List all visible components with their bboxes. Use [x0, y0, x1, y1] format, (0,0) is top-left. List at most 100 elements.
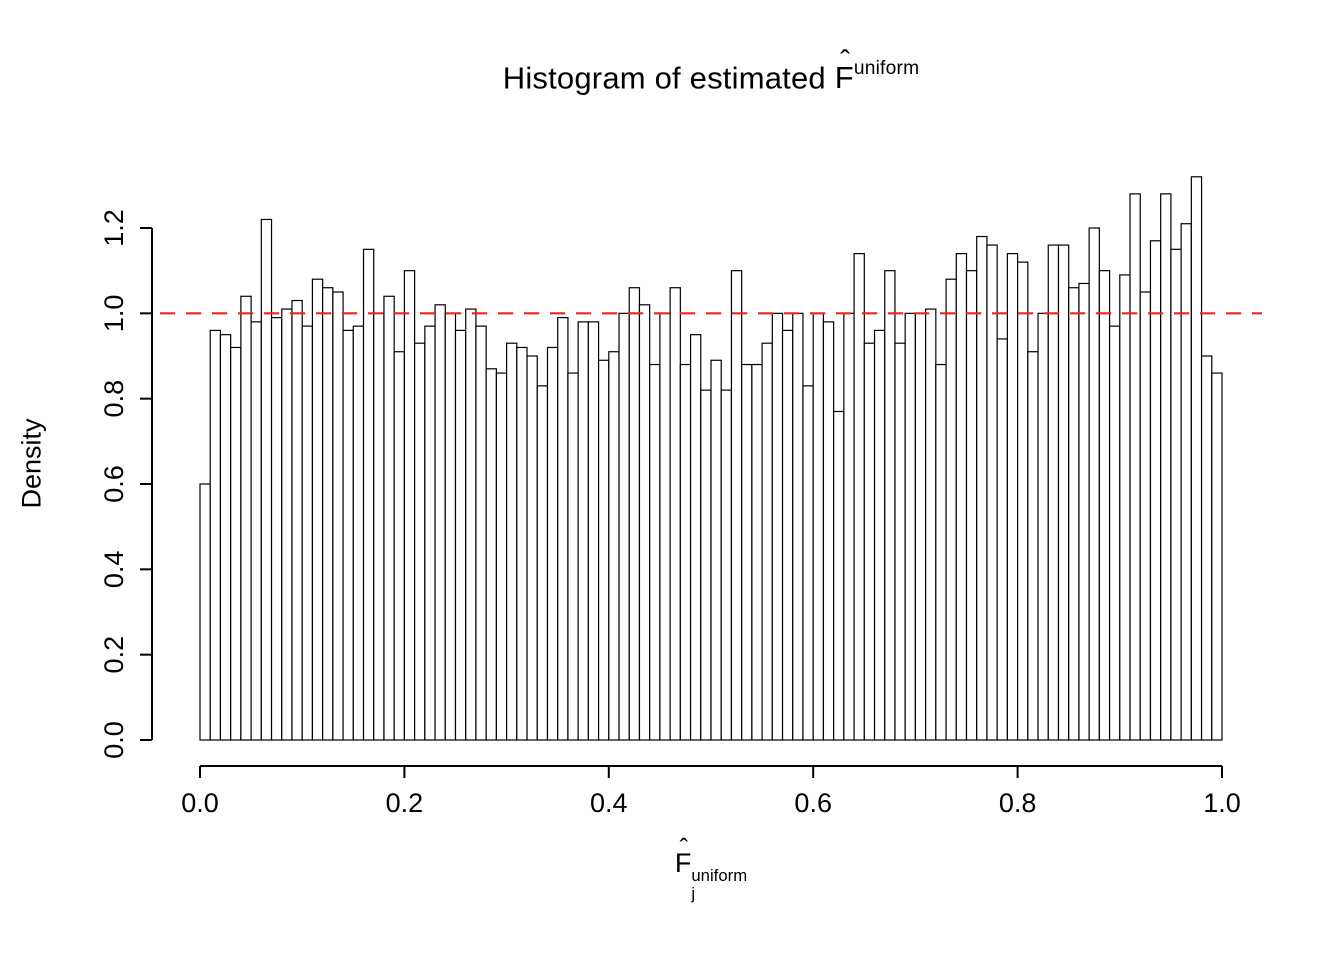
- histogram-bar: [1108, 325, 1121, 741]
- histogram-bar: [935, 363, 947, 741]
- histogram-bar: [1190, 176, 1203, 741]
- y-tick-label: 0.8: [99, 380, 129, 418]
- histogram-bar: [608, 351, 620, 741]
- histogram-bar: [904, 312, 916, 741]
- histogram-bar: [577, 321, 589, 741]
- y-tick-label: 0.4: [99, 551, 129, 589]
- histogram-bar: [894, 342, 906, 741]
- histogram-bar: [822, 321, 835, 741]
- histogram-bar: [618, 312, 630, 741]
- histogram-bar: [659, 312, 671, 741]
- x-tick-label: 0.6: [794, 788, 832, 818]
- histogram-bar: [1139, 291, 1152, 741]
- title-text: Histogram of estimated: [502, 60, 835, 96]
- y-axis-label: Density: [16, 418, 47, 509]
- histogram-bar: [863, 342, 876, 741]
- y-tick-label: 0.6: [99, 465, 129, 503]
- x-tick-label: 0.8: [999, 788, 1037, 818]
- histogram-bar: [230, 346, 242, 741]
- histogram-bar: [638, 304, 651, 741]
- histogram-bar: [414, 342, 426, 741]
- histogram-bar: [679, 363, 692, 741]
- histogram-bar: [454, 329, 467, 741]
- x-tick-label: 0.4: [590, 788, 628, 818]
- histogram-bar: [730, 270, 743, 741]
- histogram-bar: [965, 270, 978, 741]
- histogram-bar: [720, 389, 733, 741]
- histogram-bar: [873, 329, 886, 741]
- histogram-bar: [669, 287, 681, 741]
- histogram-bar: [495, 372, 508, 741]
- histogram-bar: [1078, 282, 1090, 741]
- histogram-bar: [1027, 351, 1039, 741]
- histogram-bar: [710, 359, 722, 741]
- histogram-bar: [1170, 248, 1182, 741]
- histogram-bar: [751, 363, 763, 741]
- histogram-bar: [260, 218, 273, 741]
- histogram-bar: [628, 287, 641, 741]
- histogram-bar: [833, 410, 845, 741]
- histogram-bar: [362, 248, 375, 741]
- histogram-bar: [792, 312, 804, 741]
- histogram-bar: [322, 287, 334, 741]
- histogram-bar: [342, 329, 354, 741]
- histogram-bar: [689, 334, 702, 741]
- histogram-bar: [1180, 223, 1192, 741]
- histogram-bar: [996, 338, 1008, 741]
- xlabel-superscript: uniform: [691, 866, 748, 886]
- histogram-bar: [802, 385, 814, 741]
- histogram-bar: [914, 312, 927, 741]
- histogram-bar: [393, 351, 405, 741]
- histogram-bar: [219, 334, 232, 741]
- histogram-bar: [250, 321, 262, 741]
- histogram-bar: [1016, 261, 1029, 741]
- histogram-bar: [1200, 355, 1213, 741]
- histogram-bar: [301, 325, 314, 741]
- histogram-bar: [475, 325, 487, 741]
- histogram-bar: [1037, 312, 1049, 741]
- histogram-bar: [199, 483, 211, 741]
- histogram-bar: [1211, 372, 1223, 741]
- histogram-bar: [516, 346, 528, 741]
- histogram-bar: [209, 329, 222, 741]
- histogram-bar: [925, 308, 937, 741]
- histogram-bar: [771, 312, 784, 741]
- histogram-bar: [1006, 253, 1019, 741]
- x-tick-label: 0.2: [386, 788, 424, 818]
- histogram-bar: [557, 317, 569, 741]
- histogram-bar: [843, 312, 855, 741]
- histogram-bar: [597, 359, 610, 741]
- y-tick-label: 1.0: [99, 295, 129, 333]
- histogram-bar: [884, 270, 896, 741]
- title-superscript: uniform: [853, 58, 920, 79]
- y-tick-label: 0.0: [99, 721, 129, 759]
- histogram-bar: [1068, 287, 1080, 741]
- histogram-bar: [1149, 240, 1162, 741]
- y-tick-label: 0.2: [99, 636, 129, 674]
- histogram-bar: [311, 278, 324, 741]
- histogram-bar: [986, 244, 998, 741]
- histogram-bar: [955, 253, 968, 741]
- histogram-bar: [352, 325, 365, 741]
- histogram-bar: [485, 368, 497, 741]
- xlabel-subscript: j: [691, 883, 696, 903]
- histogram-bar: [424, 325, 436, 741]
- histogram-bar: [403, 270, 416, 741]
- histogram-bar: [853, 253, 865, 741]
- histogram-bar: [383, 295, 395, 741]
- histogram-bar: [332, 291, 344, 741]
- histogram-bar: [1098, 270, 1111, 741]
- histogram-bar: [291, 299, 303, 741]
- histogram-bar: [649, 363, 661, 741]
- histogram-bar: [465, 308, 477, 741]
- x-tick-label: 1.0: [1203, 788, 1241, 818]
- histogram-bar: [373, 312, 385, 741]
- histogram-bar: [1057, 244, 1070, 741]
- histogram-bar: [1088, 227, 1100, 741]
- histogram-bar: [270, 317, 283, 741]
- histogram-bar: [1047, 244, 1060, 741]
